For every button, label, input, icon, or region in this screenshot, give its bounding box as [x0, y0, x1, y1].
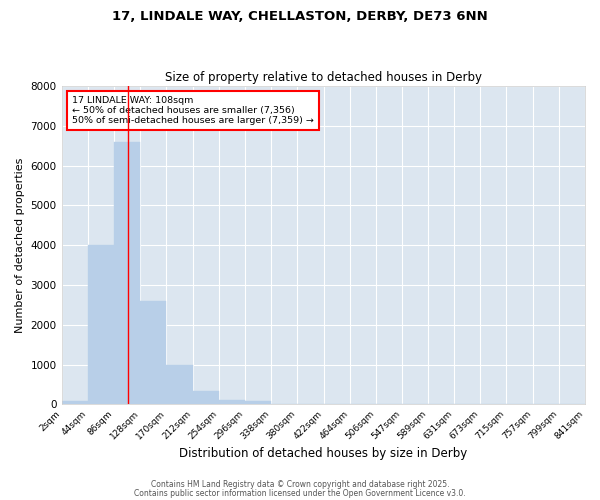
Text: 17 LINDALE WAY: 108sqm
← 50% of detached houses are smaller (7,356)
50% of semi-: 17 LINDALE WAY: 108sqm ← 50% of detached…: [72, 96, 314, 126]
Bar: [62, 400, 88, 404]
Text: Contains public sector information licensed under the Open Government Licence v3: Contains public sector information licen…: [134, 488, 466, 498]
Bar: [193, 392, 219, 404]
X-axis label: Distribution of detached houses by size in Derby: Distribution of detached houses by size …: [179, 447, 467, 460]
Y-axis label: Number of detached properties: Number of detached properties: [15, 158, 25, 333]
Title: Size of property relative to detached houses in Derby: Size of property relative to detached ho…: [165, 70, 482, 84]
Text: 17, LINDALE WAY, CHELLASTON, DERBY, DE73 6NN: 17, LINDALE WAY, CHELLASTON, DERBY, DE73…: [112, 10, 488, 23]
Bar: [114, 142, 140, 405]
Bar: [245, 400, 271, 404]
Bar: [88, 246, 114, 404]
Bar: [140, 301, 166, 405]
Bar: [166, 364, 193, 405]
Text: Contains HM Land Registry data © Crown copyright and database right 2025.: Contains HM Land Registry data © Crown c…: [151, 480, 449, 489]
Bar: [219, 400, 245, 404]
